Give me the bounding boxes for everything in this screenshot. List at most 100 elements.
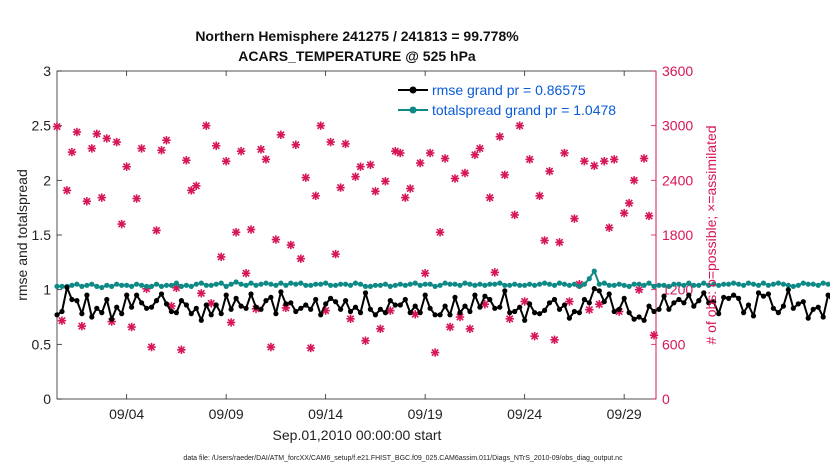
obs-marker [256, 145, 266, 154]
series-totalspread-point [144, 283, 150, 289]
obs-marker [326, 137, 335, 147]
series-rmse-point [357, 310, 364, 316]
series-totalspread-point [173, 280, 179, 286]
obs-marker [560, 148, 569, 158]
x-tick-label: 09/14 [308, 406, 343, 422]
series-totalspread-point [79, 283, 85, 289]
series-rmse-point [527, 301, 533, 307]
series-totalspread-point [134, 281, 140, 287]
series-totalspread-point [671, 281, 677, 287]
series-totalspread-point [601, 280, 607, 286]
obs-marker [336, 183, 345, 192]
series-totalspread-point [711, 281, 717, 287]
series-totalspread-point [253, 282, 259, 288]
obs-marker [475, 144, 485, 153]
series-rmse-point [84, 292, 90, 298]
series-totalspread-point [263, 280, 269, 286]
series-totalspread-point [820, 280, 826, 286]
series-totalspread-point [218, 280, 224, 286]
series-rmse-point [119, 311, 125, 317]
obs-marker [271, 235, 281, 244]
series-rmse-point [736, 295, 742, 301]
obs-marker [216, 252, 226, 262]
series-totalspread-point [522, 282, 528, 288]
obs-marker [152, 226, 161, 235]
series-rmse-point [671, 300, 677, 306]
series-totalspread-point [452, 281, 458, 287]
series-totalspread-point [233, 279, 239, 285]
series-rmse-point [313, 296, 319, 303]
obs-marker [266, 342, 276, 352]
series-rmse-point [621, 295, 627, 301]
series-totalspread-point [462, 280, 468, 286]
series-totalspread-point [223, 283, 229, 289]
series-totalspread-point [626, 283, 632, 289]
series-rmse-point [213, 302, 219, 308]
series-rmse-point [775, 310, 782, 316]
series-totalspread-point [636, 281, 642, 287]
obs-marker [644, 211, 654, 221]
obs-marker [396, 148, 405, 158]
series-rmse-point [785, 287, 791, 293]
series-rmse-point [183, 302, 189, 308]
obs-marker [226, 318, 236, 327]
series-totalspread-point [258, 281, 264, 287]
series-totalspread-point [124, 282, 130, 288]
series-totalspread-point [691, 282, 697, 288]
series-rmse-point [810, 306, 816, 312]
obs-marker [241, 269, 251, 278]
y-right-tick-label: 3600 [662, 63, 693, 79]
series-rmse-point [417, 310, 423, 316]
series-totalspread-point [352, 280, 359, 286]
series-totalspread-point [755, 282, 762, 288]
series-rmse-point [581, 296, 588, 303]
series-rmse-point [168, 308, 174, 315]
series-totalspread-point [497, 280, 503, 286]
obs-marker [236, 146, 246, 156]
y-tick-label: 2.5 [32, 118, 52, 134]
series-rmse-point [795, 301, 801, 307]
series-totalspread-point [188, 283, 194, 289]
series-lines [54, 268, 830, 323]
series-rmse-point [392, 302, 398, 308]
obs-marker [430, 348, 440, 357]
series-totalspread-point [268, 281, 274, 287]
series-totalspread-point [571, 281, 578, 287]
obs-marker [555, 238, 564, 247]
series-rmse-point [148, 304, 155, 310]
obs-marker [316, 121, 325, 130]
series-totalspread-point [328, 282, 334, 288]
obs-marker [356, 162, 365, 171]
plot-area [56, 70, 657, 400]
obs-marker [495, 132, 504, 141]
series-rmse-point [382, 310, 388, 316]
series-rmse-point [760, 293, 767, 299]
obs-marker [231, 228, 241, 237]
series-rmse-point [691, 303, 697, 309]
obs-marker [291, 140, 301, 149]
obs-marker [261, 155, 271, 164]
obs-marker [535, 191, 544, 201]
series-totalspread-point [84, 282, 90, 288]
obs-marker [450, 174, 460, 183]
series-rmse-point [517, 304, 523, 310]
series-rmse-point [243, 305, 249, 311]
obs-marker [366, 160, 375, 170]
series-rmse-point [790, 305, 796, 311]
series-totalspread-point [780, 281, 787, 287]
y-right-tick-label: 0 [662, 391, 670, 407]
obs-marker [351, 172, 360, 181]
series-totalspread-point [641, 282, 647, 288]
series-totalspread-point [696, 282, 702, 288]
series-rmse-point [432, 312, 438, 318]
series-rmse-point [129, 304, 135, 310]
series-rmse-point [696, 298, 702, 304]
series-totalspread-point [243, 282, 249, 288]
series-rmse-point [457, 310, 463, 316]
y-right-tick-label: 3000 [662, 118, 693, 134]
series-totalspread-point [676, 281, 682, 287]
series-rmse-point [263, 298, 269, 304]
series-totalspread-point [721, 281, 727, 287]
series-rmse-point [218, 311, 224, 317]
series-rmse-point [556, 306, 563, 312]
